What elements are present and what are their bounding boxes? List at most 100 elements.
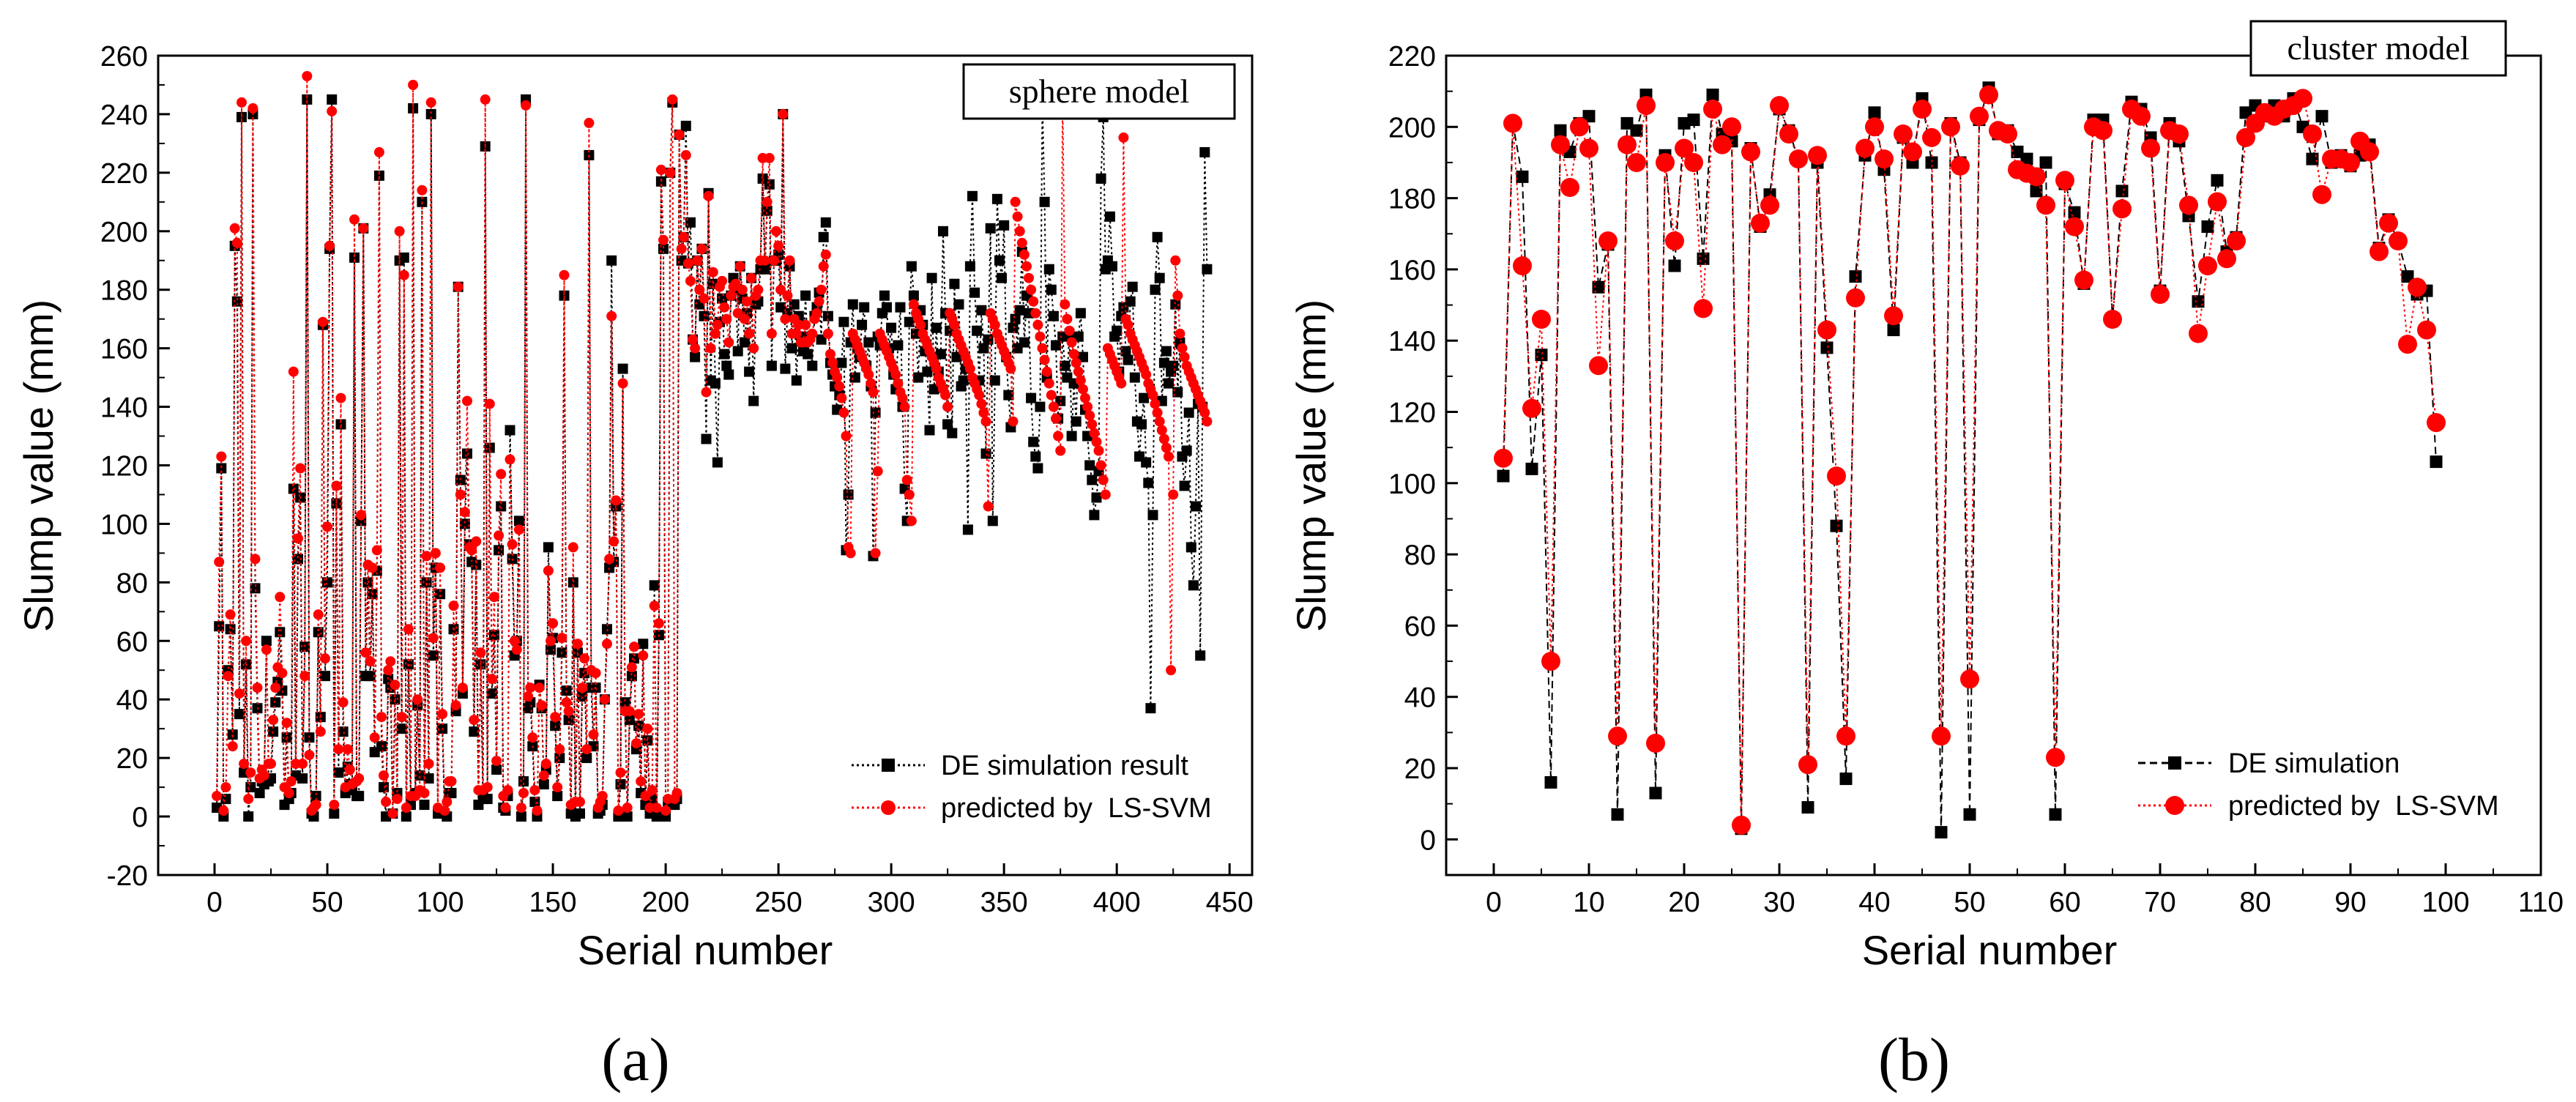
data-point [1073, 366, 1084, 377]
data-point [1030, 308, 1041, 319]
data-point [705, 343, 716, 354]
data-point [489, 592, 499, 603]
data-point [739, 313, 750, 324]
data-point [529, 797, 540, 808]
data-point [216, 451, 227, 462]
data-point [1516, 170, 1529, 183]
data-point [523, 691, 534, 702]
data-point [315, 726, 326, 737]
data-point [820, 217, 831, 228]
data-point [1046, 284, 1057, 295]
data-point [997, 272, 1008, 283]
data-point [994, 255, 1005, 266]
data-point [766, 328, 777, 339]
data-point [349, 214, 360, 225]
data-point [428, 633, 439, 644]
data-point [935, 349, 946, 360]
data-point [250, 554, 261, 565]
data-point [1075, 375, 1086, 386]
data-point [690, 351, 701, 362]
data-point [1060, 299, 1071, 310]
data-point [439, 805, 450, 816]
data-point [682, 258, 693, 269]
data-point [845, 548, 856, 559]
data-point [764, 152, 775, 163]
data-point [403, 624, 414, 635]
data-point [283, 788, 294, 799]
data-point [1808, 146, 1827, 165]
data-point [462, 448, 472, 459]
data-point [1075, 308, 1086, 319]
data-point [575, 797, 585, 808]
data-point [559, 269, 570, 280]
data-point [931, 363, 942, 374]
data-point [827, 357, 838, 368]
data-point [1836, 726, 1855, 746]
data-point [617, 363, 628, 374]
data-point [1071, 357, 1082, 368]
data-point [573, 639, 583, 649]
y-tick-label: 100 [1388, 469, 1436, 500]
data-point [1827, 466, 1846, 486]
data-point [732, 346, 743, 357]
data-point [482, 782, 493, 793]
data-point [270, 697, 281, 708]
data-point [550, 712, 561, 723]
x-tick-label: 80 [2239, 887, 2271, 918]
data-point [1039, 196, 1050, 207]
data-point [773, 240, 784, 251]
data-point [730, 278, 741, 289]
y-tick-label: 20 [1404, 753, 1436, 785]
data-point [836, 392, 847, 403]
data-point [302, 94, 313, 105]
data-point [2211, 174, 2224, 187]
data-point [412, 694, 423, 705]
y-tick-label: 20 [116, 743, 148, 775]
data-point [2398, 335, 2417, 354]
data-point [1141, 457, 1152, 468]
data-point [1935, 826, 1948, 839]
data-point [660, 805, 671, 816]
x-tick-label: 400 [1093, 887, 1141, 918]
data-point [543, 542, 554, 553]
data-point [491, 756, 502, 767]
data-point [766, 360, 777, 371]
data-point [649, 600, 660, 611]
data-point [1713, 135, 1732, 154]
data-point [701, 387, 712, 398]
data-point [1152, 407, 1163, 418]
data-point [538, 779, 549, 790]
data-point [2112, 199, 2132, 219]
data-point [1202, 264, 1213, 275]
data-point [674, 129, 685, 140]
data-point [496, 469, 507, 480]
data-point [629, 653, 639, 664]
data-point [1147, 510, 1158, 521]
data-point [398, 252, 409, 263]
data-point [1181, 445, 1192, 456]
data-point [546, 636, 556, 647]
data-point [822, 328, 833, 339]
data-point [647, 785, 658, 796]
data-point [676, 243, 687, 254]
data-point [1179, 351, 1190, 362]
data-point [991, 193, 1002, 204]
data-point [949, 319, 960, 330]
data-point [897, 392, 908, 403]
y-tick-label: 220 [100, 158, 148, 190]
data-point [2179, 196, 2198, 215]
data-point [2141, 138, 2160, 158]
data-point [915, 319, 926, 330]
legend-marker-svm [881, 800, 896, 815]
data-point [505, 454, 515, 465]
data-point [1104, 211, 1115, 222]
y-tick-label: 0 [1420, 824, 1436, 856]
data-point [1024, 272, 1034, 283]
data-point [732, 308, 743, 319]
data-point [895, 302, 906, 313]
data-point [931, 322, 942, 333]
data-point [401, 811, 412, 822]
data-point [882, 302, 892, 313]
data-series [212, 71, 1213, 822]
data-point [327, 94, 338, 105]
